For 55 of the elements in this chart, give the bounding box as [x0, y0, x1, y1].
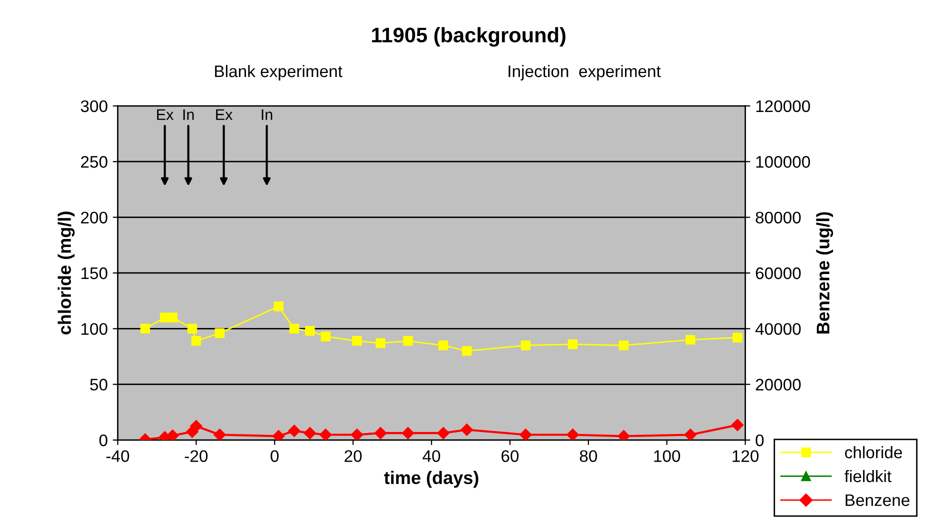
annotation: Ex — [157, 109, 174, 120]
y-tick-label: 250 — [81, 156, 108, 168]
annotation: In — [183, 109, 194, 120]
point — [320, 332, 330, 342]
chart-title: 11905 (background) — [372, 27, 566, 47]
y2-tick-label: 20000 — [756, 378, 801, 391]
y2-tick-label: 0 — [756, 434, 764, 446]
x-tick-label: 120 — [732, 450, 759, 462]
x-tick-label: 20 — [344, 450, 362, 462]
y-tick-label: 100 — [81, 323, 108, 335]
y2-tick-label: 120000 — [756, 100, 810, 112]
point — [191, 336, 202, 346]
point — [140, 324, 150, 334]
x-tick-label: -20 — [184, 450, 208, 462]
y-tick-label: 200 — [81, 212, 108, 224]
x-tick-label: 60 — [502, 450, 519, 462]
y2-tick-label: 40000 — [755, 323, 801, 335]
point — [289, 324, 300, 334]
point — [352, 336, 362, 346]
legend-label: fieldkit — [844, 470, 892, 482]
y-tick-label: 300 — [80, 100, 108, 112]
point — [214, 328, 225, 338]
y-tick-label: 50 — [90, 378, 108, 391]
point — [520, 340, 531, 350]
y2-axis-title: Benzene (ug/l) — [816, 212, 834, 334]
point — [462, 346, 472, 356]
point — [618, 340, 629, 350]
point — [686, 334, 696, 345]
point — [376, 338, 386, 348]
annotation: Ex — [216, 109, 233, 120]
point — [274, 302, 284, 312]
point — [168, 312, 178, 322]
y-tick-label: 150 — [81, 267, 108, 280]
y-tick-label: 0 — [99, 434, 108, 446]
x-tick-label: 80 — [580, 450, 598, 462]
x-tick-label: 40 — [422, 450, 440, 462]
y2-tick-label: 60000 — [756, 267, 801, 280]
point — [187, 324, 198, 334]
point — [568, 339, 578, 350]
annotation: In — [262, 109, 272, 120]
legend-label: chloride — [845, 446, 902, 458]
x-tick-label: 100 — [654, 450, 680, 462]
x-tick-label: 0 — [270, 450, 279, 462]
point — [403, 336, 413, 346]
y-axis-title: chloride (mg/l) — [58, 212, 75, 334]
point — [438, 340, 448, 350]
text: Blank experiment — [215, 64, 342, 80]
y2-tick-label: 80000 — [756, 212, 801, 224]
text: Injection experiment — [508, 64, 661, 80]
x-axis-title: time (days) — [384, 470, 478, 488]
x-tick-label: -40 — [106, 450, 130, 462]
point — [732, 332, 742, 342]
point — [305, 326, 315, 336]
y2-tick-label: 100000 — [756, 156, 810, 168]
legend-label: Benzene — [846, 494, 910, 506]
